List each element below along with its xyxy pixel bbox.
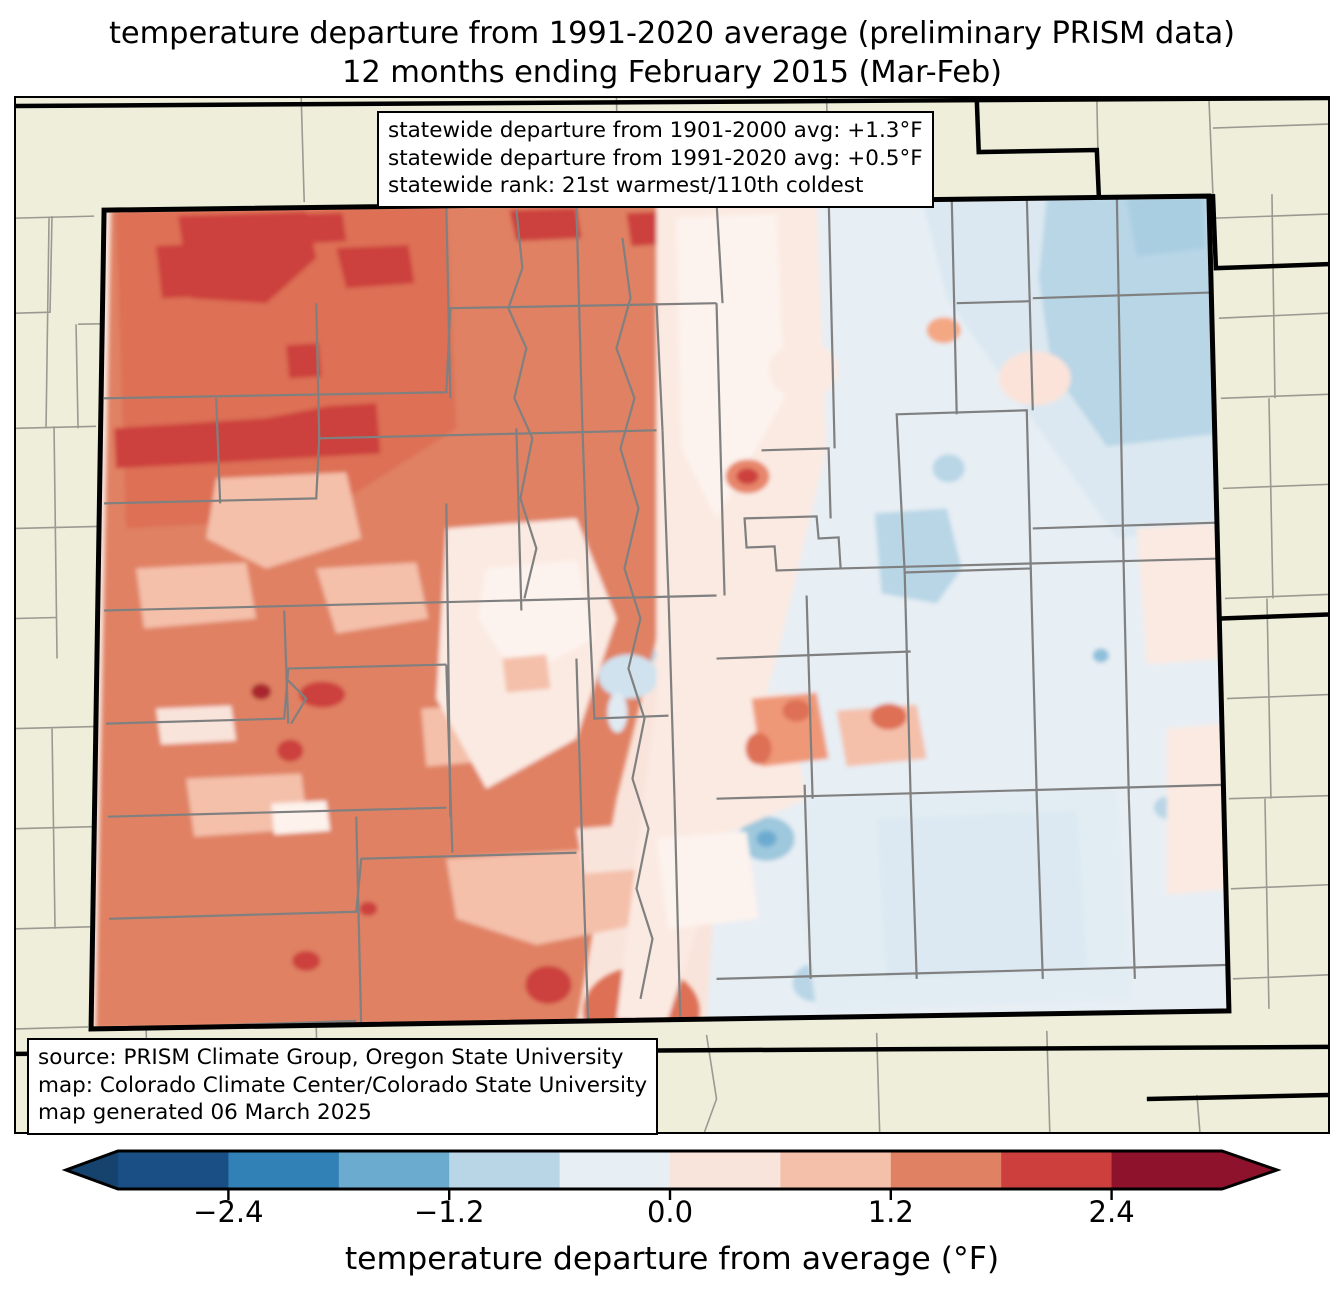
map-panel bbox=[14, 96, 1330, 1134]
colorbar-band-group bbox=[61, 1149, 1282, 1191]
colorbar-swatches bbox=[61, 1149, 1282, 1200]
colorbar-band bbox=[890, 1151, 1002, 1189]
colorado-anomaly-field bbox=[91, 196, 1229, 1029]
colorbar-band bbox=[338, 1151, 450, 1189]
colorbar-tick-label: −2.4 bbox=[193, 1195, 264, 1229]
source-line-3: map generated 06 March 2025 bbox=[38, 1100, 372, 1126]
source-attribution-box: source: PRISM Climate Group, Oregon Stat… bbox=[27, 1038, 659, 1135]
colorbar-tick-label: 0.0 bbox=[646, 1195, 694, 1229]
colorbar-extend-left-arrow bbox=[66, 1151, 118, 1189]
colorbar-tick-label: 1.2 bbox=[867, 1195, 914, 1229]
source-line-2: map: Colorado Climate Center/Colorado St… bbox=[38, 1072, 648, 1098]
colorado-county-borders bbox=[104, 196, 1229, 1029]
colorbar-band bbox=[670, 1151, 781, 1189]
colorbar-band bbox=[1111, 1151, 1223, 1189]
colorbar-tick-label: −1.2 bbox=[413, 1195, 485, 1229]
colorbar-band bbox=[1001, 1151, 1113, 1189]
colorbar-extend-right-arrow bbox=[1222, 1151, 1277, 1189]
source-line-1: source: PRISM Climate Group, Oregon Stat… bbox=[38, 1045, 624, 1070]
colorbar: −2.4 −1.2 0.0 1.2 2.4 temperature departure … bbox=[0, 1143, 1344, 1299]
colorbar-band bbox=[228, 1151, 340, 1189]
colorbar-band bbox=[118, 1151, 229, 1189]
statistics-box: statewide departure from 1901-2000 avg: … bbox=[377, 111, 934, 208]
colorbar-axis-label: temperature departure from average (°F) bbox=[344, 1241, 1000, 1277]
colorbar-outline bbox=[61, 1149, 1282, 1191]
title-line-2: 12 months ending February 2015 (Mar-Feb) bbox=[342, 55, 1002, 91]
colorbar-band bbox=[780, 1151, 892, 1189]
title-line-1: temperature departure from 1991-2020 ave… bbox=[109, 16, 1235, 51]
colorbar-band bbox=[559, 1151, 671, 1189]
figure-title: temperature departure from 1991-2020 ave… bbox=[0, 14, 1344, 92]
colorbar-tick-marks bbox=[227, 1189, 1113, 1200]
stats-line-1: statewide departure from 1901-2000 avg: … bbox=[388, 118, 923, 143]
stats-line-3: statewide rank: 21st warmest/110th colde… bbox=[388, 173, 864, 199]
stats-line-2: statewide departure from 1991-2020 avg: … bbox=[388, 145, 923, 171]
colorbar-tick-label: 2.4 bbox=[1088, 1195, 1135, 1229]
colorado-anomaly-map bbox=[16, 98, 1328, 1132]
colorbar-band bbox=[449, 1151, 561, 1189]
